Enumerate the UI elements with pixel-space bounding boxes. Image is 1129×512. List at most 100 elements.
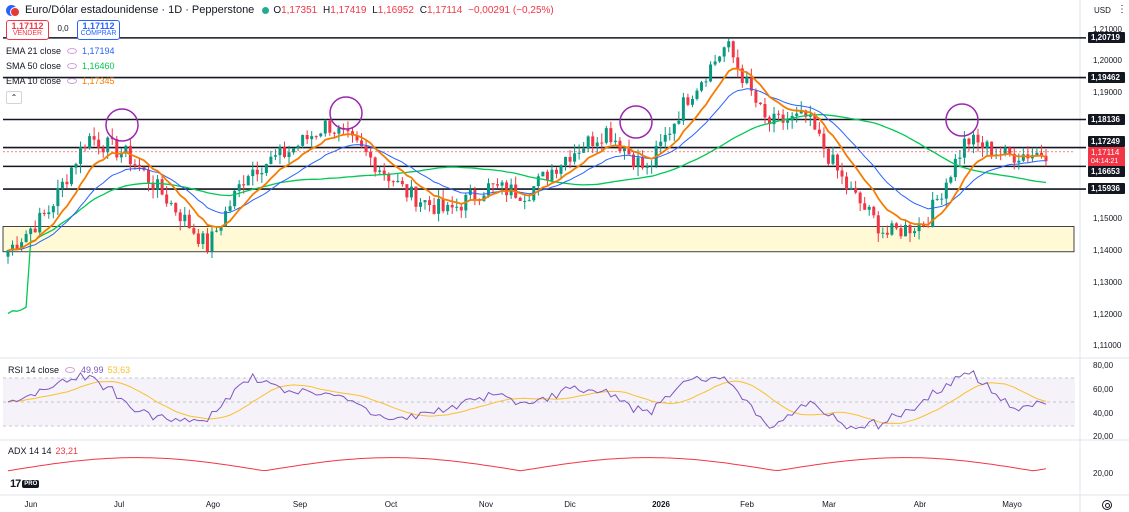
candle-up: [215, 230, 219, 232]
currency-label[interactable]: USD: [1094, 6, 1111, 15]
candle-up: [650, 165, 654, 167]
candle-down: [1008, 147, 1012, 154]
time-label-year: 2026: [652, 500, 670, 509]
candle-down: [863, 203, 867, 210]
candle-up: [586, 136, 590, 149]
candle-up: [183, 214, 187, 222]
candle-up: [287, 152, 291, 157]
indicator-sma50[interactable]: SMA 50 close 1,16460: [6, 58, 557, 73]
candle-up: [564, 156, 568, 166]
candle-down: [749, 77, 753, 91]
candle-down: [899, 228, 903, 237]
collapse-legend-button[interactable]: ⌃: [6, 91, 22, 104]
candle-down: [178, 212, 182, 222]
time-label: Ago: [205, 500, 221, 509]
candle-up: [56, 188, 60, 207]
candle-up: [935, 198, 939, 200]
time-label: Nov: [478, 500, 494, 509]
candle-up: [613, 140, 617, 143]
candle-down: [804, 110, 808, 117]
rsi-legend[interactable]: RSI 14 close 49,99 53,63: [8, 365, 130, 375]
time-label: Abr: [913, 500, 927, 509]
indicator-value: 1,16460: [82, 60, 115, 71]
candle-down: [545, 171, 549, 181]
indicator-name: EMA 21 close: [6, 45, 62, 56]
candle-up: [985, 141, 989, 149]
candle-down: [97, 139, 101, 148]
candle-up: [219, 226, 223, 231]
more-menu-icon[interactable]: ⋮: [1117, 4, 1127, 15]
trade-buttons: 1,17112 VENDER 0,0 1,17112 COMPRAR: [6, 20, 557, 40]
time-label: Mar: [822, 500, 836, 509]
candle-up: [953, 158, 957, 178]
candle-down: [491, 183, 495, 185]
candle-down: [813, 114, 817, 130]
gear-icon[interactable]: [1102, 500, 1112, 510]
candle-down: [15, 244, 19, 249]
price-tick: 1,11000: [1093, 341, 1122, 350]
candle-up: [323, 120, 327, 134]
candle-up: [663, 134, 667, 142]
candle-up: [20, 242, 24, 249]
candle-down: [133, 164, 137, 166]
candle-up: [962, 138, 966, 158]
candle-up: [704, 81, 708, 83]
tradingview-logo[interactable]: 17 PRO: [10, 478, 52, 490]
candle-up: [695, 90, 699, 99]
candle-down: [981, 142, 985, 149]
candle-down: [65, 181, 69, 185]
candle-down: [355, 135, 359, 141]
candle-down: [872, 206, 876, 216]
candle-down: [731, 41, 735, 58]
candle-up: [319, 133, 323, 137]
candle-up: [124, 145, 128, 154]
candle-up: [38, 212, 42, 233]
candle-down: [854, 187, 858, 193]
candle-up: [831, 154, 835, 164]
level-label: 1,19462: [1088, 72, 1125, 83]
buy-button[interactable]: 1,17112 COMPRAR: [77, 20, 120, 40]
candle-down: [101, 147, 105, 153]
candle-down: [768, 117, 772, 125]
candle-up: [6, 250, 10, 257]
candle-up: [51, 206, 55, 213]
chevron-up-icon: ⌃: [10, 93, 18, 102]
adx-legend[interactable]: ADX 14 14 23,21: [8, 446, 78, 456]
rsi-tick: 60,00: [1093, 385, 1114, 394]
candle-up: [210, 231, 214, 252]
candle-up: [156, 179, 160, 190]
sell-button[interactable]: 1,17112 VENDER: [6, 20, 49, 40]
candle-down: [187, 214, 191, 229]
indicator-ema10[interactable]: EMA 10 close 1,17345: [6, 73, 557, 88]
indicator-ema21[interactable]: EMA 21 close 1,17194: [6, 43, 557, 58]
candle-down: [885, 232, 889, 235]
candle-down: [686, 97, 690, 105]
symbol-title[interactable]: Euro/Dólar estadounidense · 1D · Peppers…: [25, 4, 255, 16]
candle-down: [609, 128, 613, 143]
candle-down: [763, 104, 767, 118]
price-tick: 1,14000: [1093, 246, 1122, 255]
eye-icon[interactable]: [67, 77, 78, 84]
candle-up: [690, 98, 694, 105]
candle-up: [24, 234, 28, 243]
eye-icon[interactable]: [67, 62, 78, 69]
candle-down: [1044, 155, 1048, 162]
candle-up: [418, 202, 422, 207]
candle-down: [364, 146, 368, 152]
candle-down: [450, 204, 454, 208]
level-label: 1,17249: [1088, 136, 1125, 147]
time-label: Feb: [740, 500, 754, 509]
candle-up: [29, 228, 33, 235]
ohlc-close-value: 1,17114: [426, 4, 463, 16]
ohlc-change-value: −0,00291 (−0,25%): [468, 4, 554, 16]
eye-icon[interactable]: [67, 47, 78, 54]
candle-up: [60, 181, 64, 189]
indicator-name: SMA 50 close: [6, 60, 62, 71]
level-label: 1,16653: [1088, 166, 1125, 177]
candle-down: [391, 181, 395, 183]
time-label: Dic: [564, 500, 576, 509]
candle-down: [255, 169, 259, 175]
eye-icon[interactable]: [65, 367, 76, 373]
candle-up: [1035, 152, 1039, 156]
